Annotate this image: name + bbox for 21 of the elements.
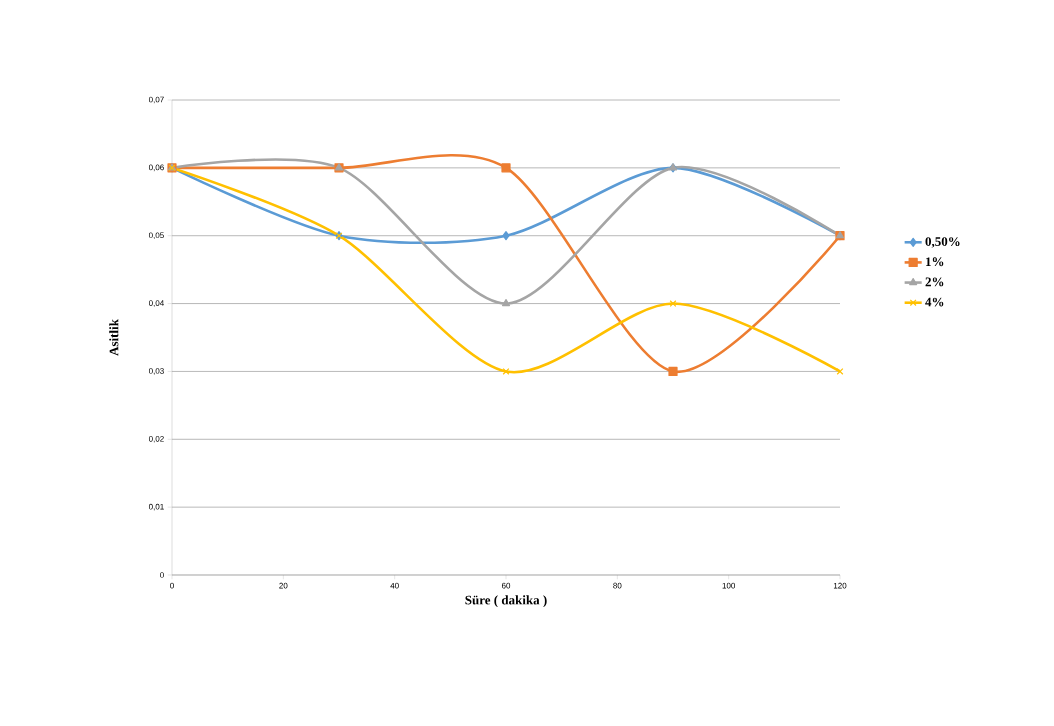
legend-label: 0,50%: [925, 237, 960, 248]
legend-label: 2%: [925, 277, 944, 287]
y-tick-label: 0,03: [148, 368, 164, 375]
y-tick-label: 0,07: [148, 96, 164, 104]
x-tick-label: 20: [279, 582, 288, 589]
x-tick-label: 40: [390, 582, 399, 589]
y-axis-title: Asitlik: [109, 319, 119, 356]
y-tick-label: 0: [160, 572, 164, 578]
x-tick-label: 0: [170, 582, 174, 589]
legend-label: 1%: [926, 257, 944, 267]
y-tick-label: 0,01: [148, 503, 164, 511]
x-axis-title: Süre ( dakika ): [465, 595, 547, 608]
x-tick-label: 120: [833, 582, 847, 589]
y-tick-label: 0,04: [148, 300, 164, 307]
x-tick-label: 80: [613, 582, 622, 589]
x-tick-label: 100: [722, 582, 736, 589]
y-tick-label: 0,06: [148, 164, 164, 172]
x-tick-label: 60: [501, 582, 511, 589]
y-tick-label: 0,05: [148, 232, 164, 240]
legend-label: 4%: [925, 297, 944, 307]
y-tick-label: 0,02: [148, 435, 164, 443]
